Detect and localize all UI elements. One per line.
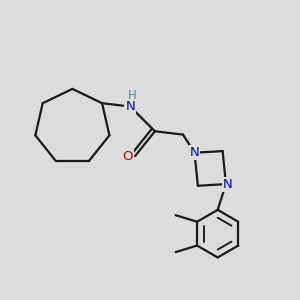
Text: N: N — [223, 178, 232, 190]
Text: O: O — [123, 149, 133, 163]
Text: N: N — [190, 146, 200, 159]
Text: H: H — [128, 89, 136, 102]
Text: N: N — [125, 100, 135, 113]
